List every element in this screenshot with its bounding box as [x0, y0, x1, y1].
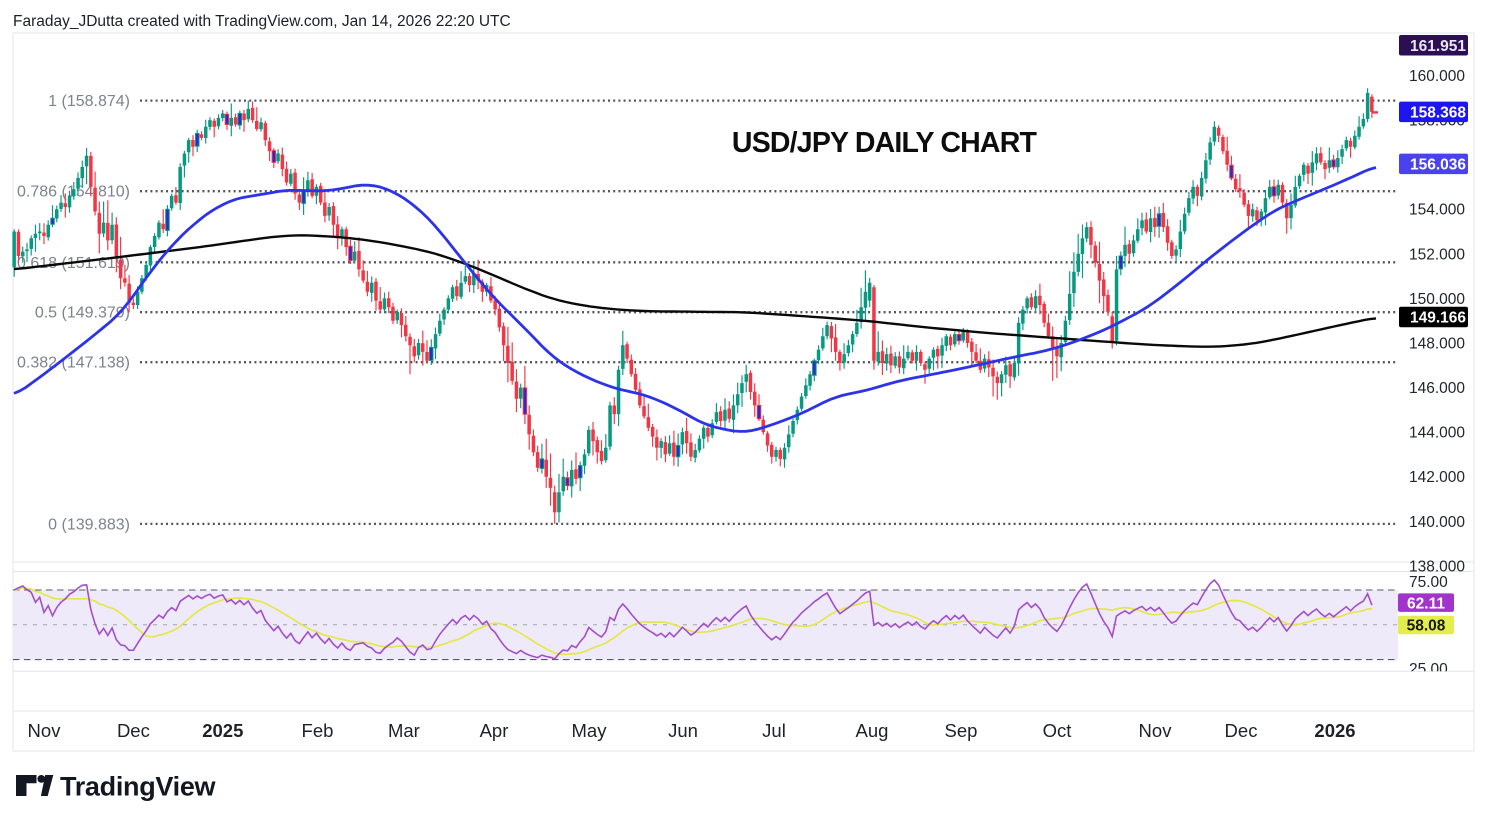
svg-text:Feb: Feb — [302, 720, 334, 741]
svg-text:0 (139.883): 0 (139.883) — [48, 516, 130, 533]
svg-text:Jun: Jun — [668, 720, 698, 741]
svg-text:Dec: Dec — [117, 720, 150, 741]
svg-text:140.000: 140.000 — [1409, 514, 1465, 531]
svg-text:138.000: 138.000 — [1409, 558, 1465, 575]
svg-text:2025: 2025 — [202, 720, 243, 741]
svg-text:Aug: Aug — [856, 720, 889, 741]
svg-text:154.000: 154.000 — [1409, 202, 1465, 219]
svg-text:TradingView: TradingView — [60, 772, 217, 802]
svg-text:58.08: 58.08 — [1407, 618, 1446, 635]
svg-text:2026: 2026 — [1314, 720, 1355, 741]
svg-text:156.036: 156.036 — [1410, 156, 1466, 173]
svg-text:25.00: 25.00 — [1409, 661, 1448, 678]
svg-text:149.166: 149.166 — [1410, 310, 1466, 327]
svg-text:Sep: Sep — [945, 720, 978, 741]
svg-text:Mar: Mar — [388, 720, 420, 741]
svg-text:160.000: 160.000 — [1409, 68, 1465, 85]
svg-text:0.5 (149.379): 0.5 (149.379) — [35, 305, 130, 322]
svg-text:Nov: Nov — [28, 720, 62, 741]
svg-text:USD/JPY DAILY CHART: USD/JPY DAILY CHART — [732, 127, 1038, 159]
svg-text:75.00: 75.00 — [1409, 574, 1448, 591]
svg-text:Nov: Nov — [1139, 720, 1173, 741]
svg-text:Oct: Oct — [1043, 720, 1072, 741]
svg-text:158.368: 158.368 — [1410, 104, 1466, 121]
svg-text:1 (158.874): 1 (158.874) — [48, 93, 130, 110]
svg-text:161.951: 161.951 — [1410, 38, 1466, 55]
svg-text:152.000: 152.000 — [1409, 246, 1465, 263]
svg-text:148.000: 148.000 — [1409, 336, 1465, 353]
svg-text:142.000: 142.000 — [1409, 469, 1465, 486]
svg-text:0.382 (147.138): 0.382 (147.138) — [17, 355, 130, 372]
svg-text:62.11: 62.11 — [1407, 595, 1445, 612]
svg-text:Dec: Dec — [1225, 720, 1258, 741]
svg-text:146.000: 146.000 — [1409, 380, 1465, 397]
svg-text:Apr: Apr — [480, 720, 509, 741]
svg-text:150.000: 150.000 — [1409, 291, 1465, 308]
svg-text:Faraday_JDutta created with Tr: Faraday_JDutta created with TradingView.… — [13, 13, 511, 30]
svg-text:144.000: 144.000 — [1409, 425, 1465, 442]
svg-text:May: May — [572, 720, 608, 741]
svg-text:Jul: Jul — [762, 720, 786, 741]
